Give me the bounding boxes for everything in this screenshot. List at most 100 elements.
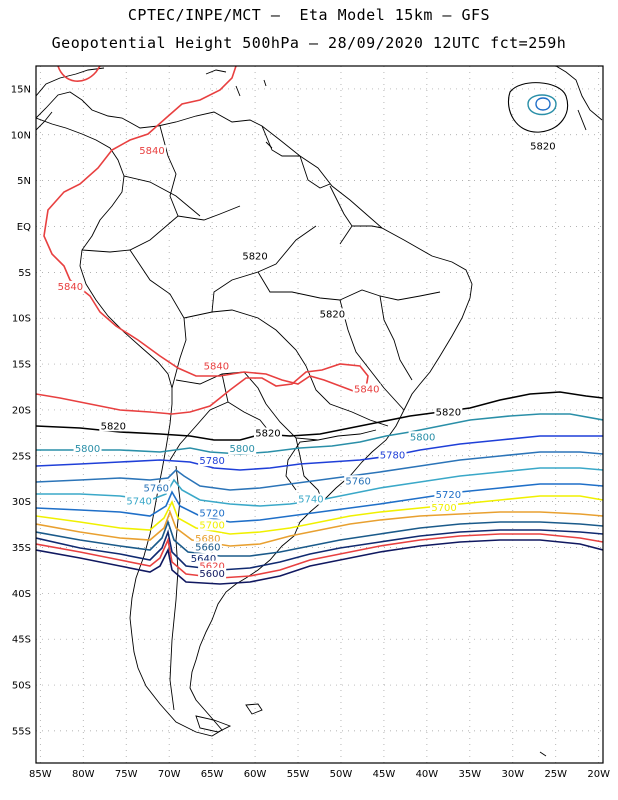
lon-tick-label: 20W [587,769,610,780]
lat-tick-label: 50S [12,681,31,692]
contour-label-5640: 5640 [191,554,216,565]
lon-tick-label: 55W [287,769,310,780]
contour-label-bg [528,140,557,152]
contour-label-5840: 5840 [354,385,379,396]
contour-5840-north [36,66,369,415]
contour-label-bg [193,533,222,545]
contour-5800 [36,413,603,455]
contour-labels: 5840 5840 5840 5840 5820 5820 5820 5820 5820 5820… [56,140,557,580]
lon-tick-label: 65W [201,769,224,780]
contour-label-bg [434,489,463,501]
contour-label-5680: 5680 [195,534,220,545]
contour-label-bg [408,431,437,443]
contour-label-5840: 5840 [139,146,164,157]
contour-label-5820: 5820 [530,142,555,153]
lat-tick-label: 10N [11,130,31,141]
contour-5620 [36,533,603,579]
contour-5840-loop [57,66,101,82]
lon-tick-label: 85W [29,769,52,780]
contour-label-5820: 5820 [320,309,345,320]
contour-5600 [36,539,603,585]
contour-label-5820: 5820 [101,421,126,432]
contour-label-bg [137,145,166,157]
contour-label-5760: 5760 [144,484,169,495]
lat-tick-label: 30S [12,497,31,508]
contour-5660 [36,519,603,557]
coastline-and-borders [36,66,603,757]
contour-label-5820: 5820 [242,252,267,263]
contour-label-bg [142,482,171,494]
contour-5820-ring [508,82,568,133]
contour-label-bg [378,449,407,461]
contour-label-5600: 5600 [199,569,224,580]
contour-label-bg [73,443,102,455]
lon-tick-label: 50W [330,769,353,780]
map-title-line-2: Geopotential Height 500hPa – 28/09/2020 … [51,34,567,52]
contour-label-5820: 5820 [436,408,461,419]
lat-tick-label: 15N [11,84,31,95]
lon-tick-label: 45W [373,769,396,780]
contour-label-5740: 5740 [126,496,151,507]
axis-ticks: 85W 80W 75W 70W 65W 60W 55W 50W 45W 40W 35W 30W 25W 2… [11,84,610,780]
contour-label-bg [198,519,227,531]
contour-label-5840: 5840 [58,282,83,293]
contour-label-5840: 5840 [204,362,229,373]
lat-tick-label: 55S [12,726,31,737]
lon-tick-label: 70W [158,769,181,780]
lat-tick-label: 40S [12,589,31,600]
contour-label-bg [56,280,85,292]
contour-label-bg [430,501,459,513]
lon-tick-label: 75W [115,769,138,780]
lat-tick-label: 20S [12,405,31,416]
contour-label-bg [434,406,463,418]
contour-label-5800: 5800 [75,444,100,455]
contour-label-5780: 5780 [199,456,224,467]
contour-label-bg [253,427,282,439]
contour-label-5800: 5800 [229,444,254,455]
contour-label-bg [318,308,347,320]
contour-5680 [36,509,603,547]
contour-label-bg [193,541,222,553]
contour-5820-ring-inner [527,94,557,116]
contour-5820-ring-core [535,97,551,111]
contour-label-bg [198,455,227,467]
lat-tick-label: 45S [12,635,31,646]
contour-label-5660: 5660 [195,542,220,553]
contour-5820 [36,391,603,441]
contour-label-bg [344,475,373,487]
contour-label-bg [241,250,270,262]
lon-tick-label: 40W [416,769,439,780]
contour-label-5720: 5720 [436,490,461,501]
lon-tick-label: 80W [72,769,95,780]
lon-tick-label: 30W [501,769,524,780]
lat-tick-label: 5S [18,268,31,279]
lon-tick-label: 25W [544,769,567,780]
contour-label-5800: 5800 [410,432,435,443]
lat-tick-label: 5N [17,176,31,187]
contour-label-5780: 5780 [380,451,405,462]
lat-tick-label: 25S [12,451,31,462]
lon-tick-label: 35W [459,769,482,780]
plot-frame [35,65,604,764]
contour-label-5720: 5720 [199,508,224,519]
contour-label-bg [198,560,227,572]
contour-label-5620: 5620 [199,562,224,573]
contour-label-bg [99,420,128,432]
lat-tick-label: 35S [12,543,31,554]
contour-label-bg [198,567,227,579]
contour-label-5760: 5760 [345,476,370,487]
lat-tick-label: 10S [12,314,31,325]
contour-lines [36,66,603,585]
map-title-line-1: CPTEC/INPE/MCT – Eta Model 15km – GFS [127,6,491,24]
contour-5720 [36,483,603,523]
lat-tick-label: 15S [12,360,31,371]
contour-label-bg [296,493,325,505]
contour-label-bg [202,360,231,372]
contour-5780 [36,435,603,471]
contour-5700 [36,495,603,535]
contour-label-bg [352,383,381,395]
contour-label-bg [189,553,218,565]
contour-label-5700: 5700 [431,503,456,514]
lon-tick-label: 60W [244,769,267,780]
